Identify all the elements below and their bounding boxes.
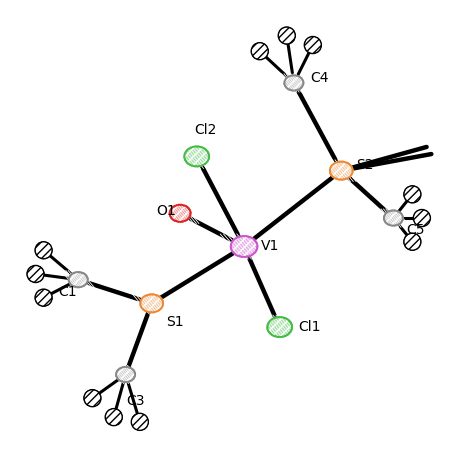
Ellipse shape [170,205,191,222]
Text: Cl1: Cl1 [299,320,321,334]
Ellipse shape [170,205,191,222]
Circle shape [404,233,421,250]
Text: C1: C1 [58,284,77,299]
Circle shape [251,43,268,60]
Circle shape [304,36,321,54]
Text: S2: S2 [356,158,374,172]
Circle shape [84,390,101,407]
Ellipse shape [69,272,88,287]
Ellipse shape [267,317,292,337]
Text: Cl2: Cl2 [194,123,217,137]
Text: O1: O1 [156,204,176,218]
Circle shape [27,265,44,283]
Ellipse shape [69,272,88,287]
Ellipse shape [330,162,353,180]
Ellipse shape [384,210,403,226]
Ellipse shape [231,236,257,257]
Circle shape [105,409,122,426]
Ellipse shape [284,75,303,91]
Ellipse shape [140,294,163,312]
Text: V1: V1 [261,239,279,254]
Text: C3: C3 [127,393,145,408]
Ellipse shape [140,294,163,312]
Circle shape [278,27,295,44]
Ellipse shape [384,210,403,226]
Circle shape [413,210,430,227]
Ellipse shape [284,75,303,91]
Ellipse shape [231,236,257,257]
Ellipse shape [267,317,292,337]
Circle shape [35,289,52,306]
Ellipse shape [116,367,135,382]
Text: C4: C4 [310,71,329,85]
Circle shape [404,186,421,203]
Ellipse shape [184,146,209,166]
Circle shape [131,413,148,430]
Ellipse shape [116,367,135,382]
Text: S1: S1 [166,315,183,329]
Text: C5: C5 [407,223,425,237]
Circle shape [35,242,52,259]
Ellipse shape [330,162,353,180]
Ellipse shape [184,146,209,166]
